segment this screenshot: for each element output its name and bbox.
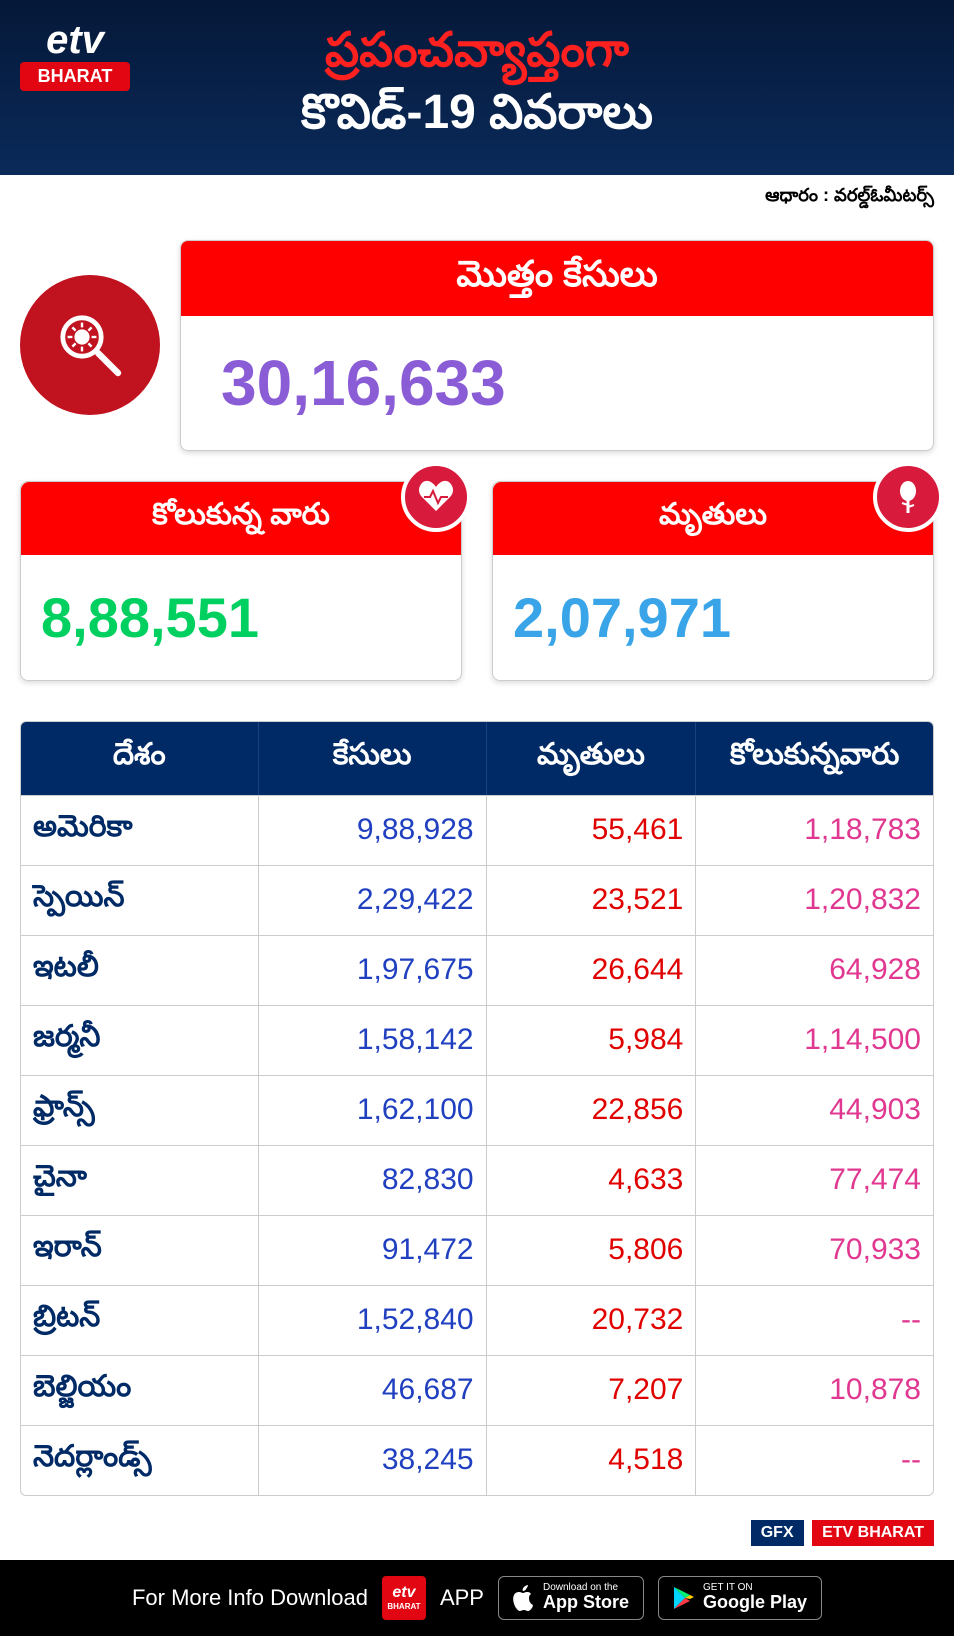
cell-cases: 46,687 — [258, 1355, 486, 1425]
cell-cases: 1,58,142 — [258, 1005, 486, 1075]
heart-icon — [401, 462, 471, 532]
table-row: బ్రిటన్1,52,84020,732-- — [21, 1285, 933, 1355]
virus-icon-circle — [20, 275, 160, 415]
total-section: మొత్తం కేసులు 30,16,633 — [0, 220, 954, 471]
cell-country: అమెరికా — [21, 795, 258, 865]
flower-icon — [873, 462, 943, 532]
footer-text-before: For More Info Download — [132, 1585, 368, 1611]
cell-cases: 91,472 — [258, 1215, 486, 1285]
appstore-big: App Store — [543, 1593, 629, 1613]
cell-deaths: 4,518 — [486, 1425, 696, 1495]
footer-logo: etvBHARAT — [382, 1576, 426, 1620]
cell-recovered: -- — [696, 1285, 933, 1355]
cell-cases: 9,88,928 — [258, 795, 486, 865]
total-cases-label: మొత్తం కేసులు — [181, 241, 933, 316]
play-icon — [673, 1586, 695, 1610]
cell-deaths: 26,644 — [486, 935, 696, 1005]
cell-deaths: 55,461 — [486, 795, 696, 865]
cell-recovered: 44,903 — [696, 1075, 933, 1145]
cell-country: ఇరాన్ — [21, 1215, 258, 1285]
logo: etv BHARAT — [20, 20, 130, 100]
deaths-value: 2,07,971 — [493, 555, 933, 680]
cell-deaths: 4,633 — [486, 1145, 696, 1215]
cell-country: బెల్జియం — [21, 1355, 258, 1425]
logo-bottom: BHARAT — [20, 62, 130, 91]
title-line-1: ప్రపంచవ్యాప్తంగా — [0, 20, 954, 82]
cell-deaths: 23,521 — [486, 865, 696, 935]
cell-cases: 1,62,100 — [258, 1075, 486, 1145]
cell-country: జర్మనీ — [21, 1005, 258, 1075]
cell-recovered: 10,878 — [696, 1355, 933, 1425]
gfx-brand: ETV BHARAT — [812, 1520, 934, 1546]
cell-deaths: 7,207 — [486, 1355, 696, 1425]
footer-text-after: APP — [440, 1585, 484, 1611]
table-row: జర్మనీ1,58,1425,9841,14,500 — [21, 1005, 933, 1075]
header: etv BHARAT ప్రపంచవ్యాప్తంగా కొవిడ్-19 వి… — [0, 0, 954, 175]
cell-country: ఫ్రాన్స్ — [21, 1075, 258, 1145]
footer: For More Info Download etvBHARAT APP Dow… — [0, 1560, 954, 1636]
cell-country: చైనా — [21, 1145, 258, 1215]
gfx-label: GFX — [751, 1520, 804, 1546]
country-table: దేశం కేసులు మృతులు కోలుకున్నవారు అమెరికా… — [20, 721, 934, 1496]
th-country: దేశం — [21, 722, 258, 796]
table-row: బెల్జియం46,6877,20710,878 — [21, 1355, 933, 1425]
playstore-big: Google Play — [703, 1593, 807, 1613]
cell-recovered: 1,14,500 — [696, 1005, 933, 1075]
total-cases-value: 30,16,633 — [181, 316, 933, 450]
table-header-row: దేశం కేసులు మృతులు కోలుకున్నవారు — [21, 722, 933, 796]
title-line-2: కొవిడ్-19 వివరాలు — [0, 82, 954, 144]
recovered-label: కోలుకున్న వారు — [21, 482, 461, 555]
deaths-label: మృతులు — [493, 482, 933, 555]
cell-deaths: 20,732 — [486, 1285, 696, 1355]
cell-cases: 1,52,840 — [258, 1285, 486, 1355]
table-row: నెదర్లాండ్స్38,2454,518-- — [21, 1425, 933, 1495]
cell-deaths: 22,856 — [486, 1075, 696, 1145]
cell-recovered: 64,928 — [696, 935, 933, 1005]
cell-recovered: 1,20,832 — [696, 865, 933, 935]
gfx-credit: GFX ETV BHARAT — [0, 1506, 954, 1560]
source-label: ఆధారం : వరల్డ్​ఓమీటర్స్ — [0, 175, 954, 220]
total-cases-card: మొత్తం కేసులు 30,16,633 — [180, 240, 934, 451]
table-row: ఇరాన్91,4725,80670,933 — [21, 1215, 933, 1285]
cell-cases: 82,830 — [258, 1145, 486, 1215]
table-row: చైనా82,8304,63377,474 — [21, 1145, 933, 1215]
table-row: స్పెయిన్2,29,42223,5211,20,832 — [21, 865, 933, 935]
cell-cases: 1,97,675 — [258, 935, 486, 1005]
th-cases: కేసులు — [258, 722, 486, 796]
table-row: అమెరికా9,88,92855,4611,18,783 — [21, 795, 933, 865]
th-recovered: కోలుకున్నవారు — [696, 722, 933, 796]
recovered-value: 8,88,551 — [21, 555, 461, 680]
cell-recovered: 70,933 — [696, 1215, 933, 1285]
cell-country: బ్రిటన్ — [21, 1285, 258, 1355]
cell-country: ఇటలీ — [21, 935, 258, 1005]
recovered-card: కోలుకున్న వారు 8,88,551 — [20, 481, 462, 681]
stats-section: కోలుకున్న వారు 8,88,551 మృతులు 2,07,971 — [0, 471, 954, 711]
cell-recovered: 1,18,783 — [696, 795, 933, 865]
virus-search-icon — [50, 305, 130, 385]
cell-recovered: -- — [696, 1425, 933, 1495]
table-row: ఇటలీ1,97,67526,64464,928 — [21, 935, 933, 1005]
cell-deaths: 5,984 — [486, 1005, 696, 1075]
logo-top: etv — [20, 20, 130, 60]
deaths-card: మృతులు 2,07,971 — [492, 481, 934, 681]
cell-country: నెదర్లాండ్స్ — [21, 1425, 258, 1495]
cell-cases: 2,29,422 — [258, 865, 486, 935]
cell-deaths: 5,806 — [486, 1215, 696, 1285]
apple-icon — [513, 1585, 535, 1611]
cell-country: స్పెయిన్ — [21, 865, 258, 935]
appstore-button[interactable]: Download on the App Store — [498, 1576, 644, 1620]
cell-cases: 38,245 — [258, 1425, 486, 1495]
th-deaths: మృతులు — [486, 722, 696, 796]
playstore-button[interactable]: GET IT ON Google Play — [658, 1576, 822, 1620]
cell-recovered: 77,474 — [696, 1145, 933, 1215]
table-row: ఫ్రాన్స్1,62,10022,85644,903 — [21, 1075, 933, 1145]
